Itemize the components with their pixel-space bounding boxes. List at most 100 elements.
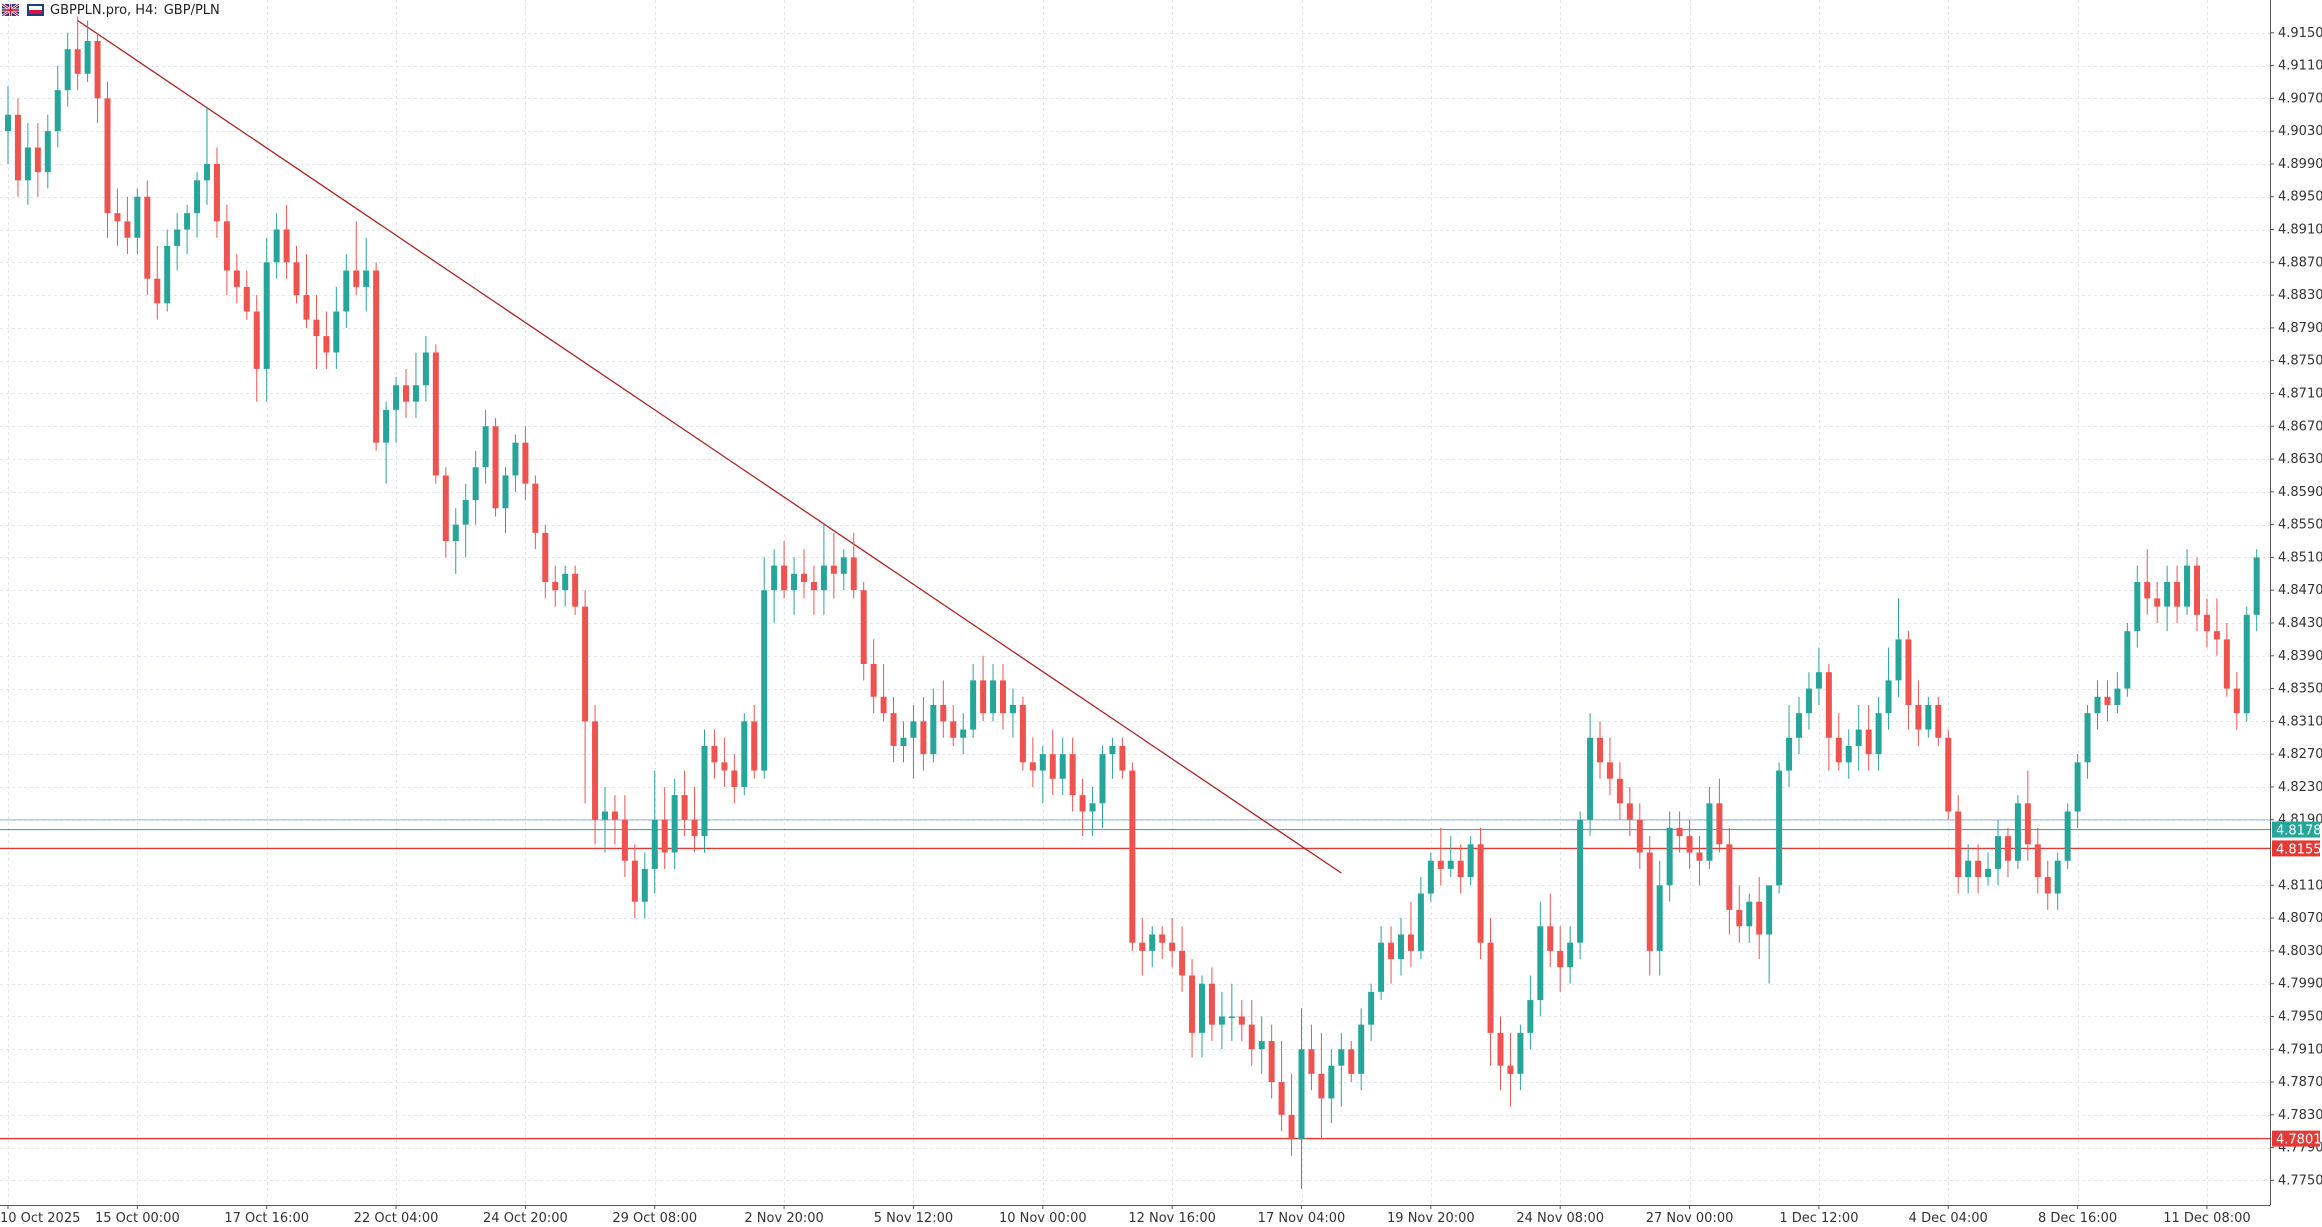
candle-bullish	[1427, 852, 1434, 902]
x-tick-label: 11 Dec 08:00	[2163, 1211, 2250, 1226]
candle-bearish	[1736, 885, 1743, 943]
candle-bearish	[1547, 893, 1554, 968]
candle-body	[303, 295, 310, 320]
candle-body	[1159, 934, 1166, 943]
candle-body	[74, 49, 81, 74]
candle-bullish	[1009, 688, 1016, 738]
candle-body	[641, 868, 648, 902]
candle-body	[34, 147, 41, 173]
candle-bullish	[910, 704, 917, 779]
candle-body	[781, 565, 788, 591]
candle-body	[1308, 1049, 1315, 1074]
candle-body	[114, 213, 121, 222]
candle-body	[1179, 950, 1186, 976]
candle-bullish	[1527, 975, 1534, 1050]
candle-body	[741, 721, 748, 787]
candle-bearish	[2203, 598, 2210, 648]
candle-body	[1726, 844, 1733, 910]
candle-body	[1527, 1000, 1534, 1033]
candle-bearish	[1348, 1041, 1355, 1083]
candle-body	[1507, 1065, 1514, 1074]
candle-bullish	[1109, 737, 1116, 779]
candle-body	[64, 49, 71, 91]
candle-body	[960, 729, 967, 738]
candle-bullish	[2114, 672, 2121, 714]
candle-bearish	[1318, 1032, 1325, 1140]
candle-body	[2154, 598, 2161, 607]
candle-body	[1358, 1024, 1365, 1074]
candle-body	[1129, 770, 1136, 943]
x-tick-label: 17 Oct 16:00	[224, 1211, 309, 1226]
candle-body	[651, 819, 658, 869]
candle-body	[353, 270, 360, 287]
candle-body	[1587, 737, 1594, 820]
candle-body	[990, 680, 997, 714]
candle-bearish	[1407, 901, 1414, 968]
candle-body	[1935, 704, 1942, 738]
candle-body	[1268, 1041, 1275, 1083]
candle-body	[761, 590, 768, 771]
y-tick-label: 4.8350	[2278, 682, 2322, 697]
candle-body	[850, 557, 857, 591]
candle-body	[512, 442, 519, 476]
x-tick-label: 2 Nov 20:00	[744, 1211, 823, 1226]
candle-body	[293, 262, 300, 296]
candle-bearish	[522, 426, 529, 501]
candle-bearish	[1905, 631, 1912, 730]
candle-bullish	[1298, 1008, 1305, 1189]
candle-body	[1487, 942, 1494, 1033]
candle-body	[273, 229, 280, 263]
y-tick-label: 4.8590	[2278, 485, 2322, 500]
candle-body	[1756, 901, 1763, 935]
candle-body	[532, 483, 539, 533]
candle-bullish	[1577, 811, 1584, 960]
candle-body	[1437, 860, 1444, 869]
candle-body	[1049, 754, 1056, 779]
candle-bearish	[2223, 622, 2230, 697]
candle-body	[1825, 672, 1832, 738]
candle-body	[174, 229, 181, 246]
candle-body	[482, 426, 489, 468]
candle-body	[343, 270, 350, 312]
trendline-layer	[77, 19, 1342, 874]
candle-bearish	[1835, 713, 1842, 771]
candle-bearish	[1308, 1024, 1315, 1091]
candle-body	[2074, 762, 2081, 812]
candle-bearish	[721, 737, 728, 787]
candle-body	[1218, 1016, 1225, 1025]
candle-body	[1208, 983, 1215, 1025]
y-tick-label: 4.7910	[2278, 1042, 2322, 1057]
candle-bullish	[412, 352, 419, 419]
candle-bullish	[701, 729, 708, 853]
candle-bearish	[373, 262, 380, 451]
x-tick-label: 12 Nov 16:00	[1128, 1211, 1216, 1226]
candle-body	[363, 270, 370, 287]
candle-body	[243, 286, 250, 312]
candle-bearish	[2024, 770, 2031, 861]
candle-bearish	[283, 204, 290, 279]
candle-body	[860, 590, 867, 664]
y-tick-label: 4.7990	[2278, 977, 2322, 992]
candle-bearish	[681, 770, 688, 837]
candle-bearish	[303, 254, 310, 328]
candle-body	[1895, 639, 1902, 681]
candle-body	[1039, 754, 1046, 771]
candle-body	[2044, 877, 2051, 894]
candle-body	[1666, 827, 1673, 886]
candle-bearish	[592, 704, 599, 845]
candle-body	[432, 352, 439, 476]
candle-bearish	[1935, 696, 1942, 746]
candle-body	[1965, 860, 1972, 878]
candle-body	[1776, 770, 1783, 886]
candle-body	[721, 762, 728, 771]
candle-bullish	[930, 688, 937, 763]
candle-bullish	[273, 213, 280, 279]
candle-body	[1945, 737, 1952, 812]
candle-bullish	[1796, 696, 1802, 755]
candle-body	[1835, 737, 1842, 763]
candle-bearish	[890, 696, 897, 763]
candle-body	[810, 582, 817, 591]
candle-bearish	[2004, 827, 2011, 878]
